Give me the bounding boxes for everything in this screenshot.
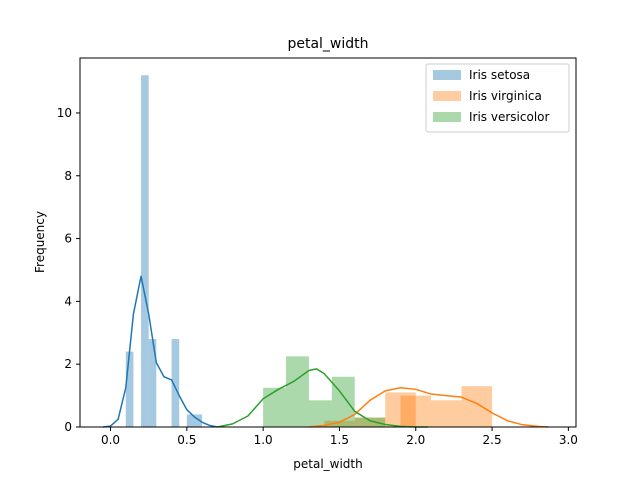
x-axis-label: petal_width <box>293 457 362 471</box>
bars-layer <box>125 75 493 427</box>
legend-swatch-iris-setosa <box>433 70 461 80</box>
bar-iris-versicolor-1 <box>286 356 309 427</box>
bar-iris-virginica-4 <box>431 400 462 427</box>
y-axis-label: Frequency <box>33 211 47 273</box>
legend-swatch-iris-virginica <box>433 91 461 101</box>
chart-title: petal_width <box>287 36 368 52</box>
y-tick-label: 2 <box>64 357 72 371</box>
bar-iris-setosa-4 <box>186 414 203 427</box>
legend-frame <box>425 63 570 133</box>
legend-label-iris-setosa: Iris setosa <box>469 68 530 82</box>
bar-iris-versicolor-0 <box>263 387 287 427</box>
bar-iris-setosa-1 <box>141 75 149 427</box>
x-tick-label: 1.5 <box>330 433 349 447</box>
kde-line-iris-virginica <box>308 386 549 428</box>
legend-label-iris-virginica: Iris virginica <box>469 89 542 103</box>
y-tick-label: 10 <box>57 106 72 120</box>
legend-label-iris-versicolor: Iris versicolor <box>469 110 549 124</box>
legend-swatch-iris-versicolor <box>433 112 461 122</box>
bar-iris-versicolor-2 <box>308 400 332 427</box>
bar-iris-virginica-2 <box>385 392 416 427</box>
x-tick-label: 3.0 <box>559 433 578 447</box>
x-tick-label: 0.0 <box>101 433 120 447</box>
x-tick-label: 2.0 <box>406 433 425 447</box>
kde-line-iris-setosa <box>102 275 218 428</box>
kde-line-iris-versicolor <box>217 368 428 428</box>
y-tick-label: 6 <box>64 232 72 246</box>
y-tick-label: 4 <box>64 294 72 308</box>
x-tick-label: 1.0 <box>254 433 273 447</box>
bar-iris-virginica-5 <box>461 386 493 427</box>
y-tick-label: 8 <box>64 169 72 183</box>
bar-iris-virginica-1 <box>354 417 386 427</box>
bar-iris-versicolor-3 <box>331 376 355 427</box>
kde-layer <box>102 275 549 428</box>
bar-iris-setosa-3 <box>171 339 180 427</box>
x-axis-ticks: 0.0 0.5 1.0 1.5 2.0 2.5 3.0 <box>101 427 578 447</box>
bar-iris-virginica-0 <box>324 420 355 427</box>
x-tick-label: 2.5 <box>483 433 502 447</box>
y-tick-label: 0 <box>64 420 72 434</box>
bar-iris-setosa-0 <box>125 351 134 427</box>
y-axis-ticks: 0 2 4 6 8 10 <box>57 106 80 434</box>
bar-iris-setosa-2 <box>148 339 157 427</box>
legend: Iris setosa Iris virginica Iris versicolor <box>425 63 570 133</box>
x-tick-label: 0.5 <box>177 433 196 447</box>
bar-iris-versicolor-4 <box>354 417 386 427</box>
bar-iris-virginica-3 <box>400 395 432 427</box>
plot-frame <box>79 57 577 428</box>
